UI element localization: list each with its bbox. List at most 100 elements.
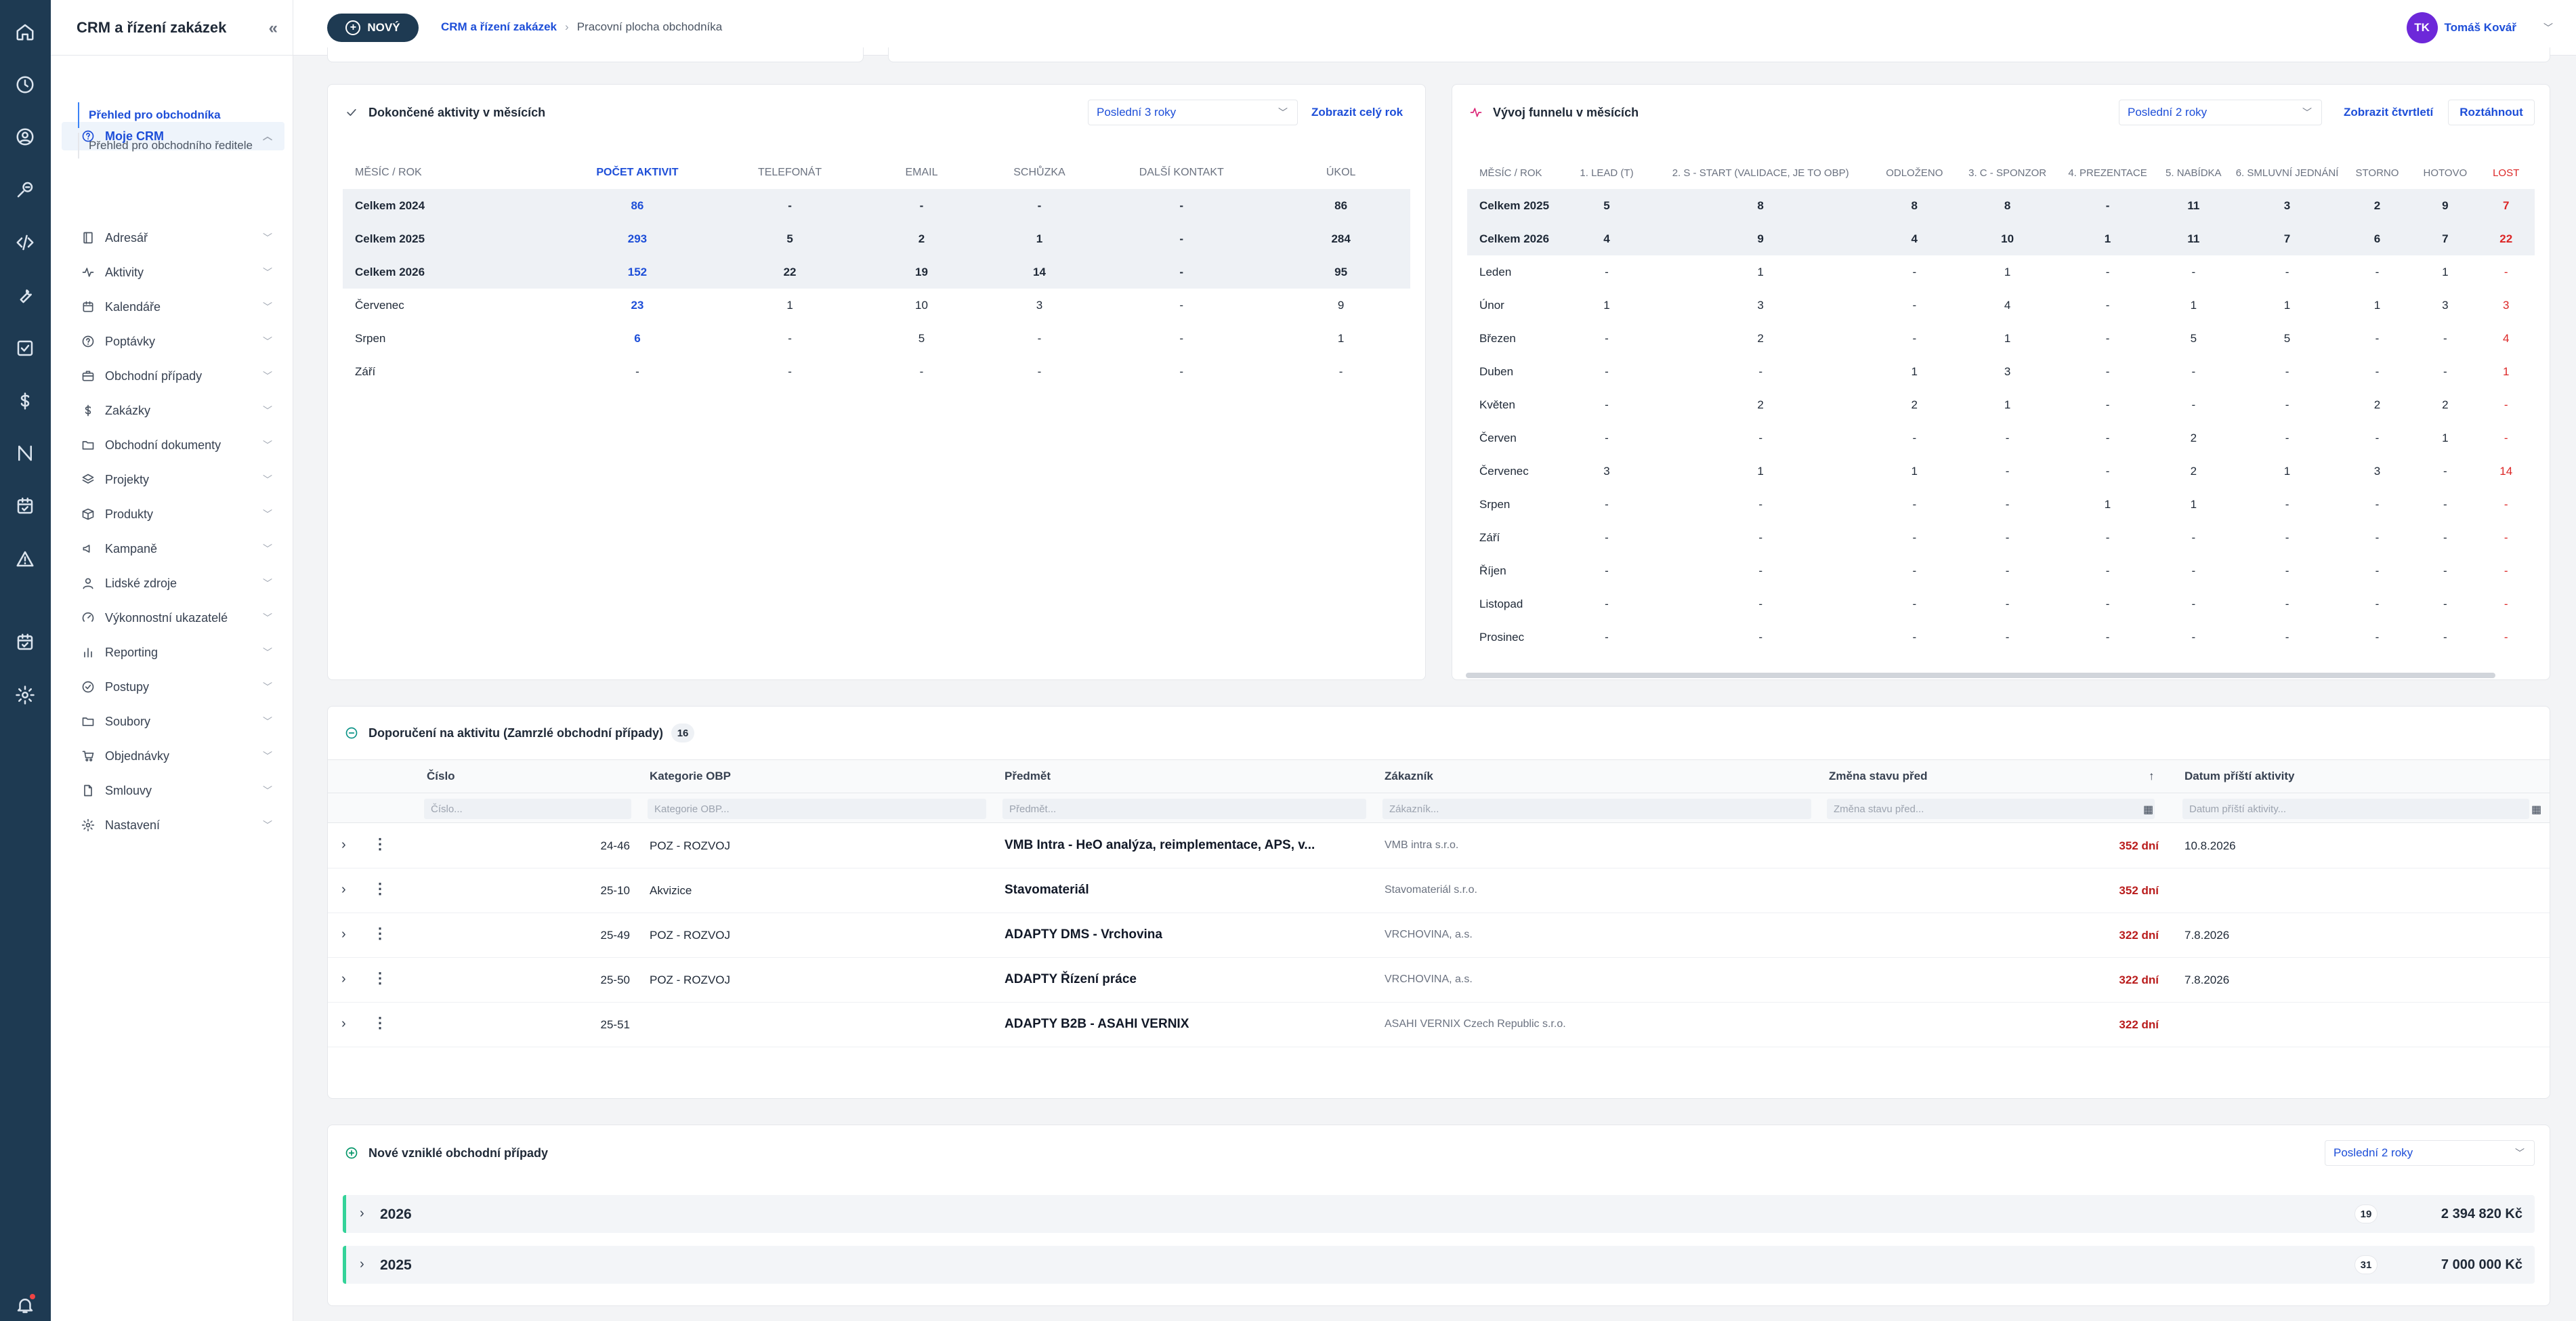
column-header-number[interactable]: Číslo bbox=[427, 770, 455, 782]
sidebar-item-vykonnostni-ukazatele[interactable]: Výkonnostní ukazatelé ﹀ bbox=[62, 604, 284, 632]
column-header-category[interactable]: Kategorie OBP bbox=[650, 770, 731, 782]
dollar-icon[interactable] bbox=[12, 388, 38, 414]
chevron-right-icon[interactable]: › bbox=[341, 882, 346, 897]
case-subject[interactable]: Stavomateriál bbox=[1005, 883, 1089, 897]
case-subject[interactable]: ADAPTY B2B - ASAHI VERNIX bbox=[1005, 1017, 1189, 1031]
horizontal-scrollbar[interactable] bbox=[1466, 673, 2495, 678]
sidebar-item-projekty[interactable]: Projekty ﹀ bbox=[62, 465, 284, 494]
case-number[interactable]: 24-46 bbox=[600, 839, 630, 852]
column-header-state-change[interactable]: Změna stavu před bbox=[1829, 770, 1928, 782]
chevron-right-icon[interactable]: › bbox=[341, 837, 346, 852]
sort-ascending-icon[interactable]: ↑ bbox=[2149, 770, 2155, 782]
sidebar-subitem-reditel[interactable]: Přehled pro obchodního ředitele bbox=[78, 133, 284, 159]
sidebar-item-poptavky[interactable]: Poptávky ﹀ bbox=[62, 327, 284, 356]
calendar-check-icon[interactable] bbox=[12, 493, 38, 519]
sidebar-item-produkty[interactable]: Produkty ﹀ bbox=[62, 500, 284, 528]
sidebar-item-kampane[interactable]: Kampaně ﹀ bbox=[62, 534, 284, 563]
expand-button[interactable]: Roztáhnout bbox=[2448, 100, 2535, 125]
year-group-row[interactable]: › 2026 19 2 394 820 Kč bbox=[343, 1195, 2535, 1233]
more-options-icon[interactable]: ⋮ bbox=[373, 925, 387, 942]
bell-icon[interactable] bbox=[12, 1293, 38, 1318]
checkbox-icon[interactable] bbox=[12, 335, 38, 361]
sidebar-item-adresar[interactable]: Adresář ﹀ bbox=[62, 224, 284, 252]
user-menu[interactable]: TK Tomáš Kovář ﹀ bbox=[2406, 12, 2553, 43]
wrench-icon[interactable] bbox=[12, 282, 38, 308]
sidebar-item-nastaveni[interactable]: Nastavení ﹀ bbox=[62, 811, 284, 839]
table-cell[interactable]: 293 bbox=[551, 222, 724, 255]
sidebar-item-zakazky[interactable]: Zakázky ﹀ bbox=[62, 396, 284, 425]
table-row[interactable]: › ⋮ 25-49 POZ - ROZVOJ ADAPTY DMS - Vrchovin… bbox=[328, 913, 2550, 958]
breadcrumb-link[interactable]: CRM a řízení zakázek bbox=[441, 20, 557, 33]
case-number[interactable]: 25-50 bbox=[600, 973, 630, 986]
case-customer[interactable]: Stavomateriál s.r.o. bbox=[1385, 884, 1477, 896]
table-row[interactable]: › ⋮ 25-10 Akvizice Stavomateriál Stavomateriá… bbox=[328, 868, 2550, 913]
table-row[interactable]: › ⋮ 24-46 POZ - ROZVOJ VMB Intra - HeO analý… bbox=[328, 824, 2550, 868]
table-cell[interactable]: 23 bbox=[631, 298, 644, 312]
filter-category-input[interactable]: Kategorie OBP... bbox=[648, 799, 986, 819]
activities-period-select[interactable]: Poslední 3 roky ﹀ bbox=[1088, 100, 1298, 125]
table-cell[interactable]: 86 bbox=[551, 189, 724, 222]
case-subject[interactable]: VMB Intra - HeO analýza, reimplementace,… bbox=[1005, 838, 1315, 852]
calendar-icon[interactable]: ▦ bbox=[2143, 804, 2154, 816]
home-icon[interactable] bbox=[12, 19, 38, 45]
year-group-row[interactable]: › 2025 31 7 000 000 Kč bbox=[343, 1246, 2535, 1284]
new-button[interactable]: + NOVÝ bbox=[327, 14, 419, 42]
more-options-icon[interactable]: ⋮ bbox=[373, 1014, 387, 1031]
calendar-icon[interactable] bbox=[12, 629, 38, 655]
table-row[interactable]: › ⋮ 25-50 POZ - ROZVOJ ADAPTY Řízení práce VR… bbox=[328, 958, 2550, 1003]
sidebar-subitem-obchodnik[interactable]: Přehled pro obchodníka bbox=[78, 102, 284, 128]
filter-number-input[interactable]: Číslo... bbox=[424, 799, 631, 819]
funnel-period-select[interactable]: Poslední 2 roky ﹀ bbox=[2119, 100, 2322, 125]
sidebar-item-kalendare[interactable]: Kalendáře ﹀ bbox=[62, 293, 284, 321]
case-number[interactable]: 25-49 bbox=[600, 929, 630, 942]
sidebar-item-lidske-zdroje[interactable]: Lidské zdroje ﹀ bbox=[62, 569, 284, 597]
show-full-year-button[interactable]: Zobrazit celý rok bbox=[1311, 106, 1403, 119]
chevron-right-icon[interactable]: › bbox=[341, 971, 346, 986]
case-customer[interactable]: VRCHOVINA, a.s. bbox=[1385, 973, 1473, 985]
chevron-right-icon[interactable]: › bbox=[341, 927, 346, 942]
support-icon[interactable] bbox=[12, 177, 38, 203]
table-cell[interactable]: 6 bbox=[634, 331, 641, 345]
filter-state-change-input[interactable]: Změna stavu před... bbox=[1827, 799, 2155, 819]
sidebar-item-objednavky[interactable]: Objednávky ﹀ bbox=[62, 742, 284, 770]
filter-next-activity-input[interactable]: Datum příští aktivity... bbox=[2182, 799, 2529, 819]
new-cases-period-select[interactable]: Poslední 2 roky ﹀ bbox=[2325, 1140, 2535, 1166]
filter-subject-input[interactable]: Předmět... bbox=[1002, 799, 1366, 819]
column-header-subject[interactable]: Předmět bbox=[1005, 770, 1051, 782]
clock-icon[interactable] bbox=[12, 72, 38, 98]
more-options-icon[interactable]: ⋮ bbox=[373, 969, 387, 986]
sidebar-item-reporting[interactable]: Reporting ﹀ bbox=[62, 638, 284, 667]
case-subject[interactable]: ADAPTY DMS - Vrchovina bbox=[1005, 927, 1162, 942]
column-header-next-activity[interactable]: Datum příští aktivity bbox=[2184, 770, 2295, 782]
case-customer[interactable]: ASAHI VERNIX Czech Republic s.r.o. bbox=[1385, 1018, 1566, 1030]
case-number[interactable]: 25-51 bbox=[600, 1018, 630, 1031]
sidebar-item-aktivity[interactable]: Aktivity ﹀ bbox=[62, 258, 284, 287]
case-subject[interactable]: ADAPTY Řízení práce bbox=[1005, 972, 1137, 986]
chevron-right-icon[interactable]: › bbox=[360, 1206, 364, 1221]
user-icon[interactable] bbox=[12, 124, 38, 150]
sidebar-item-moje-crm[interactable]: Moje CRM ︿ bbox=[62, 122, 284, 150]
chevron-right-icon[interactable]: › bbox=[341, 1016, 346, 1031]
sidebar-item-obchodni-dokumenty[interactable]: Obchodní dokumenty ﹀ bbox=[62, 431, 284, 459]
table-row[interactable]: › ⋮ 25-51 ADAPTY B2B - ASAHI VERNIX ASAHI VE… bbox=[328, 1003, 2550, 1047]
sidebar-item-postupy[interactable]: Postupy ﹀ bbox=[62, 673, 284, 701]
n-logo-icon[interactable] bbox=[12, 440, 38, 466]
collapse-sidebar-icon[interactable]: « bbox=[268, 19, 278, 37]
case-customer[interactable]: VMB intra s.r.o. bbox=[1385, 839, 1459, 851]
warning-icon[interactable] bbox=[12, 546, 38, 572]
column-header-customer[interactable]: Zákazník bbox=[1385, 770, 1433, 782]
more-options-icon[interactable]: ⋮ bbox=[373, 880, 387, 897]
sidebar-item-soubory[interactable]: Soubory ﹀ bbox=[62, 707, 284, 736]
sidebar-item-smlouvy[interactable]: Smlouvy ﹀ bbox=[62, 776, 284, 805]
sidebar-item-obchodni-pripady[interactable]: Obchodní případy ﹀ bbox=[62, 362, 284, 390]
case-customer[interactable]: VRCHOVINA, a.s. bbox=[1385, 929, 1473, 940]
filter-customer-input[interactable]: Zákazník... bbox=[1382, 799, 1811, 819]
code-icon[interactable] bbox=[12, 230, 38, 255]
case-number[interactable]: 25-10 bbox=[600, 884, 630, 897]
calendar-icon[interactable]: ▦ bbox=[2531, 804, 2542, 816]
show-quarters-button[interactable]: Zobrazit čtvrtletí bbox=[2344, 106, 2434, 119]
table-cell[interactable]: 152 bbox=[551, 255, 724, 289]
chevron-right-icon[interactable]: › bbox=[360, 1257, 364, 1272]
more-options-icon[interactable]: ⋮ bbox=[373, 835, 387, 852]
settings-icon[interactable] bbox=[12, 682, 38, 708]
